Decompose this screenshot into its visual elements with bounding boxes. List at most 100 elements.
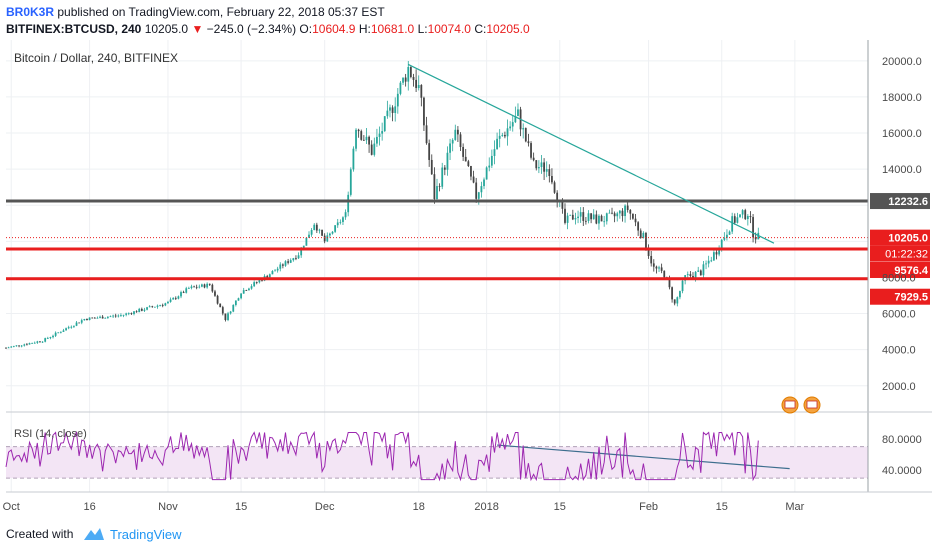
candle-body <box>227 313 229 320</box>
candle-body <box>198 286 201 288</box>
open-label: O: <box>299 22 313 36</box>
candle-body <box>720 239 723 251</box>
candle-body <box>511 122 514 127</box>
last-price: 10205.0 <box>144 22 189 36</box>
y-tick-label: 18000.0 <box>882 92 922 104</box>
candle-body <box>663 270 666 278</box>
candle-body <box>718 250 721 255</box>
x-tick-label: Mar <box>785 501 804 513</box>
candle-body <box>253 282 256 287</box>
candle-body <box>433 174 436 200</box>
low-value: 10074.0 <box>427 22 471 36</box>
candle-body <box>647 249 650 256</box>
level-label-bg <box>870 193 930 210</box>
candle-body <box>172 297 175 300</box>
level-label-bg <box>870 229 930 246</box>
candle-body <box>475 182 478 199</box>
candle-body <box>41 341 44 343</box>
chart-area[interactable]: 12232.6 10205.0 9576.4 7929.5 01:22:32 Oct 16… <box>0 40 932 518</box>
candle-body <box>441 167 444 187</box>
candle-body <box>302 245 305 249</box>
horizontal-levels[interactable]: 12232.6 10205.0 9576.4 7929.5 01:22:32 <box>6 193 930 305</box>
candle-body <box>127 313 130 315</box>
candle-body <box>391 107 394 113</box>
candle-body <box>221 307 224 314</box>
x-tick-label: 18 <box>413 501 425 513</box>
candle-body <box>624 205 626 217</box>
candle-body <box>480 186 483 193</box>
candle-body <box>618 210 621 214</box>
candle-body <box>705 263 707 265</box>
y-tick-label: 4000.0 <box>882 345 916 357</box>
candle-body <box>389 107 391 111</box>
tradingview-link[interactable]: TradingView <box>110 527 182 542</box>
trendlines[interactable] <box>408 63 790 470</box>
candle-body <box>365 136 368 141</box>
candle-body <box>506 128 509 137</box>
candle-body <box>289 260 292 263</box>
candle-body <box>733 216 736 223</box>
rsi-title: RSI (14, close) <box>14 428 87 440</box>
candle-body <box>498 135 501 139</box>
candle-body <box>329 233 331 236</box>
candle-body <box>368 136 370 145</box>
candle-body <box>120 315 122 317</box>
candle-body <box>185 288 188 293</box>
candle-body <box>744 210 747 220</box>
candle-body <box>268 274 271 278</box>
candle-body <box>310 229 313 235</box>
event-flags[interactable] <box>781 396 821 414</box>
candle-body <box>409 66 412 77</box>
candle-body <box>122 314 125 316</box>
candle-body <box>130 313 133 315</box>
candle-body <box>78 322 81 324</box>
candle-body <box>632 213 634 219</box>
candle-body <box>423 97 425 126</box>
candle-body <box>161 305 164 306</box>
candle-body <box>344 212 347 218</box>
candle-body <box>634 218 637 223</box>
rsi-tick-label: 80.0000 <box>882 434 922 446</box>
candle-body <box>553 182 556 193</box>
candle-body <box>626 205 629 210</box>
candle-body <box>224 313 227 320</box>
candle-body <box>723 237 726 240</box>
candle-body <box>331 231 334 234</box>
rsi-series[interactable] <box>5 430 759 482</box>
candle-body <box>255 282 258 283</box>
candle-body <box>425 125 428 144</box>
candle-body <box>715 252 718 255</box>
candle-body <box>569 214 572 216</box>
candle-body <box>7 347 10 349</box>
candle-body <box>676 297 679 304</box>
candle-body <box>153 306 156 308</box>
candle-body <box>96 317 99 319</box>
candle-body <box>91 317 94 319</box>
candle-body <box>36 341 39 343</box>
x-tick-label: Nov <box>158 501 178 513</box>
candle-body <box>472 176 475 183</box>
price-series[interactable] <box>5 60 760 349</box>
candle-body <box>699 270 702 276</box>
candle-body <box>109 316 112 318</box>
candle-body <box>59 331 62 333</box>
candle-body <box>39 341 41 343</box>
candle-body <box>88 317 91 321</box>
candle-body <box>399 82 402 94</box>
tradingview-logo-icon[interactable] <box>82 526 106 545</box>
candle-body <box>106 316 109 318</box>
candle-body <box>373 143 376 155</box>
candle-body <box>376 136 378 144</box>
author-link[interactable]: BR0K3R <box>6 5 55 19</box>
candle-body <box>582 212 585 221</box>
candle-body <box>234 300 237 305</box>
candle-body <box>637 222 640 231</box>
candle-body <box>501 134 504 136</box>
candle-body <box>605 213 608 222</box>
axes <box>6 40 932 493</box>
candle-body <box>65 328 67 331</box>
candle-body <box>404 77 407 82</box>
candle-body <box>504 134 506 137</box>
candle-body <box>164 303 167 306</box>
candle-body <box>15 345 18 347</box>
